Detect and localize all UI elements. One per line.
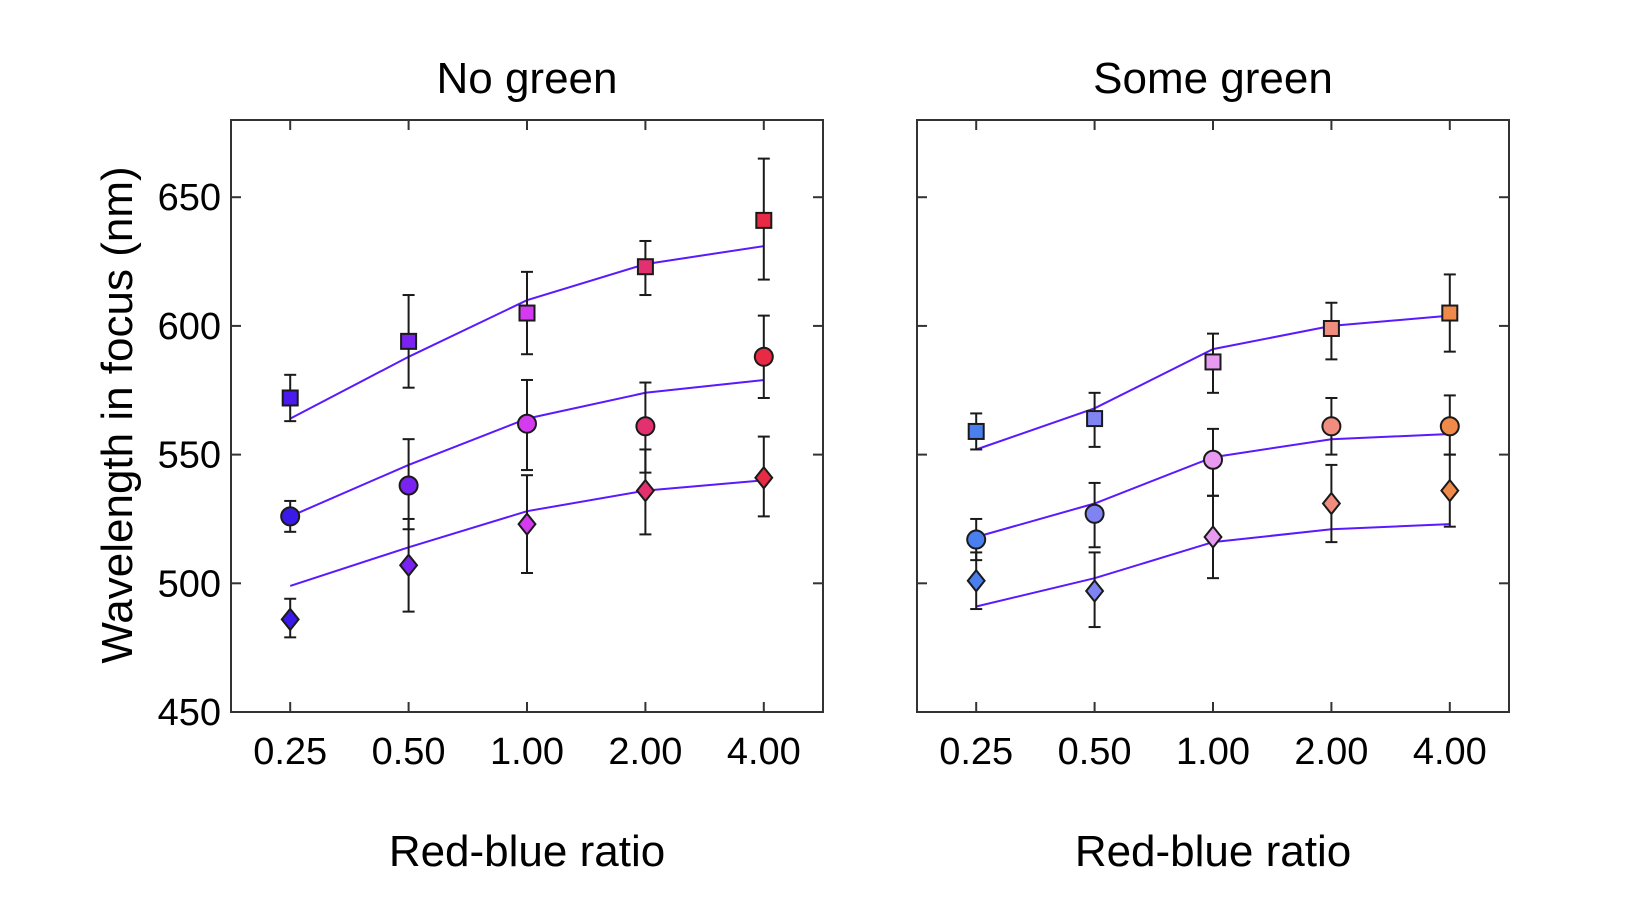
data-point-circle bbox=[966, 529, 987, 550]
data-point-diamond bbox=[1321, 491, 1342, 516]
data-point-circle bbox=[635, 416, 656, 437]
x-tick-label: 4.00 bbox=[727, 731, 801, 773]
panel-no-green: No green Wavelength in focus (nm) Red-bl… bbox=[93, 54, 824, 876]
data-point-diamond bbox=[1084, 578, 1105, 604]
data-point-circle bbox=[753, 346, 774, 367]
data-point-diamond bbox=[398, 553, 419, 578]
x-tick-label: 0.50 bbox=[1058, 731, 1132, 773]
y-tick-label: 450 bbox=[158, 692, 221, 734]
x-axis-label: Red-blue ratio bbox=[389, 827, 665, 876]
data-point-circle bbox=[1084, 503, 1105, 524]
data-point-diamond bbox=[280, 607, 300, 632]
x-tick-label: 1.00 bbox=[490, 731, 564, 773]
y-tick-label: 650 bbox=[158, 177, 221, 219]
plot-frame bbox=[916, 119, 1510, 713]
data-point-circle bbox=[1321, 416, 1342, 437]
data-point-square bbox=[400, 332, 418, 350]
x-tick-label: 2.00 bbox=[608, 731, 682, 773]
data-point-square bbox=[967, 422, 985, 440]
data-point-circle bbox=[1439, 416, 1460, 437]
data-point-square bbox=[1086, 410, 1104, 428]
data-point-square bbox=[518, 304, 536, 322]
data-point-square bbox=[636, 258, 654, 276]
data-point-diamond bbox=[517, 512, 537, 537]
x-tick-label: 0.25 bbox=[939, 731, 1013, 773]
data-point-diamond bbox=[635, 478, 656, 503]
y-tick-label: 500 bbox=[158, 563, 221, 605]
data-point-circle bbox=[1203, 449, 1223, 470]
data-point-circle bbox=[280, 506, 301, 527]
y-tick-label: 550 bbox=[158, 435, 221, 477]
data-point-circle bbox=[398, 475, 419, 496]
y-tick-label: 600 bbox=[158, 306, 221, 348]
y-axis-label: Wavelength in focus (nm) bbox=[93, 166, 142, 663]
x-tick-label: 2.00 bbox=[1294, 731, 1368, 773]
data-point-circle bbox=[517, 413, 537, 434]
x-tick-label: 4.00 bbox=[1413, 731, 1487, 773]
data-point-diamond bbox=[966, 568, 986, 593]
data-point-square bbox=[1204, 353, 1222, 371]
data-point-square bbox=[281, 389, 299, 407]
x-tick-label: 0.50 bbox=[372, 731, 446, 773]
x-tick-label: 1.00 bbox=[1176, 731, 1250, 773]
panel-some-green: Some green Red-blue ratio 0.25 0.50 1.00 2.… bbox=[916, 54, 1510, 876]
data-point-diamond bbox=[1440, 478, 1460, 503]
chart-title: Some green bbox=[1093, 54, 1333, 103]
data-point-diamond bbox=[754, 465, 774, 490]
x-axis-label: Red-blue ratio bbox=[1075, 827, 1351, 876]
chart-title: No green bbox=[436, 54, 617, 103]
data-point-square bbox=[1441, 304, 1459, 322]
x-tick-label: 0.25 bbox=[253, 731, 327, 773]
data-point-square bbox=[755, 211, 773, 229]
data-point-diamond bbox=[1203, 524, 1223, 550]
data-point-square bbox=[1322, 319, 1340, 337]
